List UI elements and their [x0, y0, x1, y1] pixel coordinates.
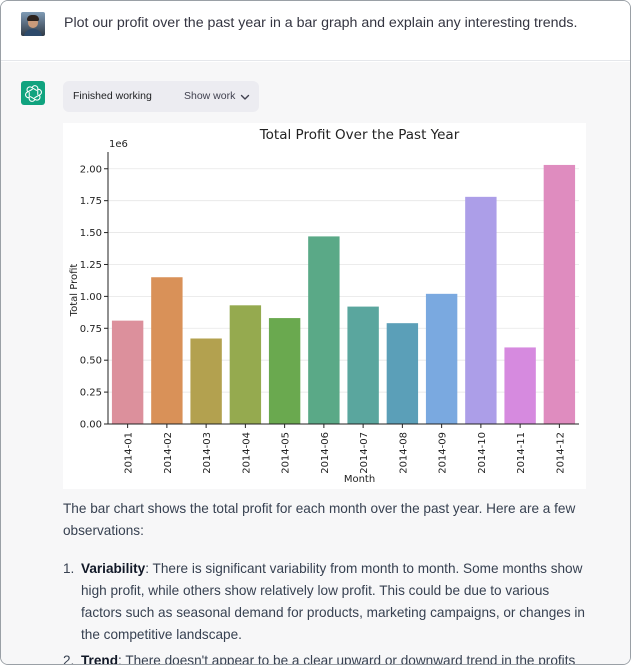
chevron-down-icon[interactable] [239, 90, 251, 108]
assistant-response: The bar chart shows the total profit for… [63, 498, 593, 665]
chart-bar [543, 164, 576, 424]
chart-bar [386, 323, 419, 424]
chart-bar [151, 277, 183, 424]
observation-number: 1. [63, 561, 75, 576]
profit-bar-chart: 0.00 0.25 0.50 0.75 1.00 1.25 1.50 1.75 2.00 2014… [63, 123, 586, 489]
chart-svg: 0.00 0.25 0.50 0.75 1.00 1.25 1.50 1.75 2.00 2014… [69, 127, 579, 485]
y-tick-label: 0.50 [80, 356, 102, 367]
observation-text: : There doesn't appear to be a clear upw… [118, 653, 576, 665]
y-tick-label: 0.75 [80, 324, 102, 335]
chart-bar [465, 196, 497, 424]
x-tick-label: 2014-01 [124, 432, 135, 474]
y-tick-label: 1.00 [80, 292, 102, 303]
x-tick-label: 2014-09 [438, 432, 449, 474]
y-axis-offset-label: 1e6 [109, 139, 128, 150]
observation-item: 2. Trend: There doesn't appear to be a c… [63, 650, 593, 665]
user-message-row: Plot our profit over the past year in a … [1, 1, 630, 61]
chart-bar [347, 306, 379, 424]
x-tick-label: 2014-08 [398, 432, 409, 474]
y-tick-label: 1.75 [80, 196, 102, 207]
x-tick-label: 2014-11 [516, 432, 527, 474]
x-axis-label: Month [344, 474, 375, 485]
chart-bar [190, 338, 222, 424]
work-status-pill: Finished working Show work [63, 81, 259, 112]
chart-bar [268, 318, 301, 424]
chart-bar [111, 320, 144, 424]
observation-item: 1. Variability: There is significant var… [63, 558, 593, 646]
x-tick-label: 2014-05 [281, 432, 292, 474]
finished-working-label: Finished working [73, 90, 152, 102]
user-avatar [21, 12, 45, 36]
x-tick-label: 2014-04 [241, 432, 252, 474]
chart-title: Total Profit Over the Past Year [259, 127, 460, 143]
user-message-text: Plot our profit over the past year in a … [64, 15, 578, 31]
observation-title: Variability [81, 561, 146, 576]
chart-bar [504, 347, 536, 424]
openai-logo-icon [21, 81, 45, 105]
observations-list: 1. Variability: There is significant var… [63, 558, 593, 665]
observation-title: Trend [81, 653, 119, 665]
x-tick-label: 2014-02 [163, 432, 174, 474]
show-work-button[interactable]: Show work [184, 90, 236, 102]
x-tick-label: 2014-06 [320, 432, 331, 474]
y-tick-label: 0.00 [80, 420, 102, 431]
x-tick-label: 2014-03 [202, 432, 213, 474]
chart-bar [308, 236, 340, 424]
y-tick-label: 1.50 [80, 228, 102, 239]
chart-bar [229, 305, 262, 424]
chart-bar [425, 293, 458, 424]
y-tick-label: 2.00 [80, 164, 102, 175]
y-tick-label: 1.25 [80, 260, 102, 271]
x-tick-label: 2014-10 [477, 432, 488, 474]
x-tick-label: 2014-12 [555, 432, 566, 474]
y-tick-label: 0.25 [80, 388, 102, 399]
x-tick-label: 2014-07 [359, 432, 370, 474]
observation-number: 2. [63, 653, 75, 665]
observation-text: : There is significant variability from … [81, 561, 585, 642]
assistant-message-row: Finished working Show work 0.00 0.25 0.50 0… [1, 62, 630, 665]
y-axis-label: Total Profit [69, 264, 80, 318]
response-intro: The bar chart shows the total profit for… [63, 501, 576, 538]
